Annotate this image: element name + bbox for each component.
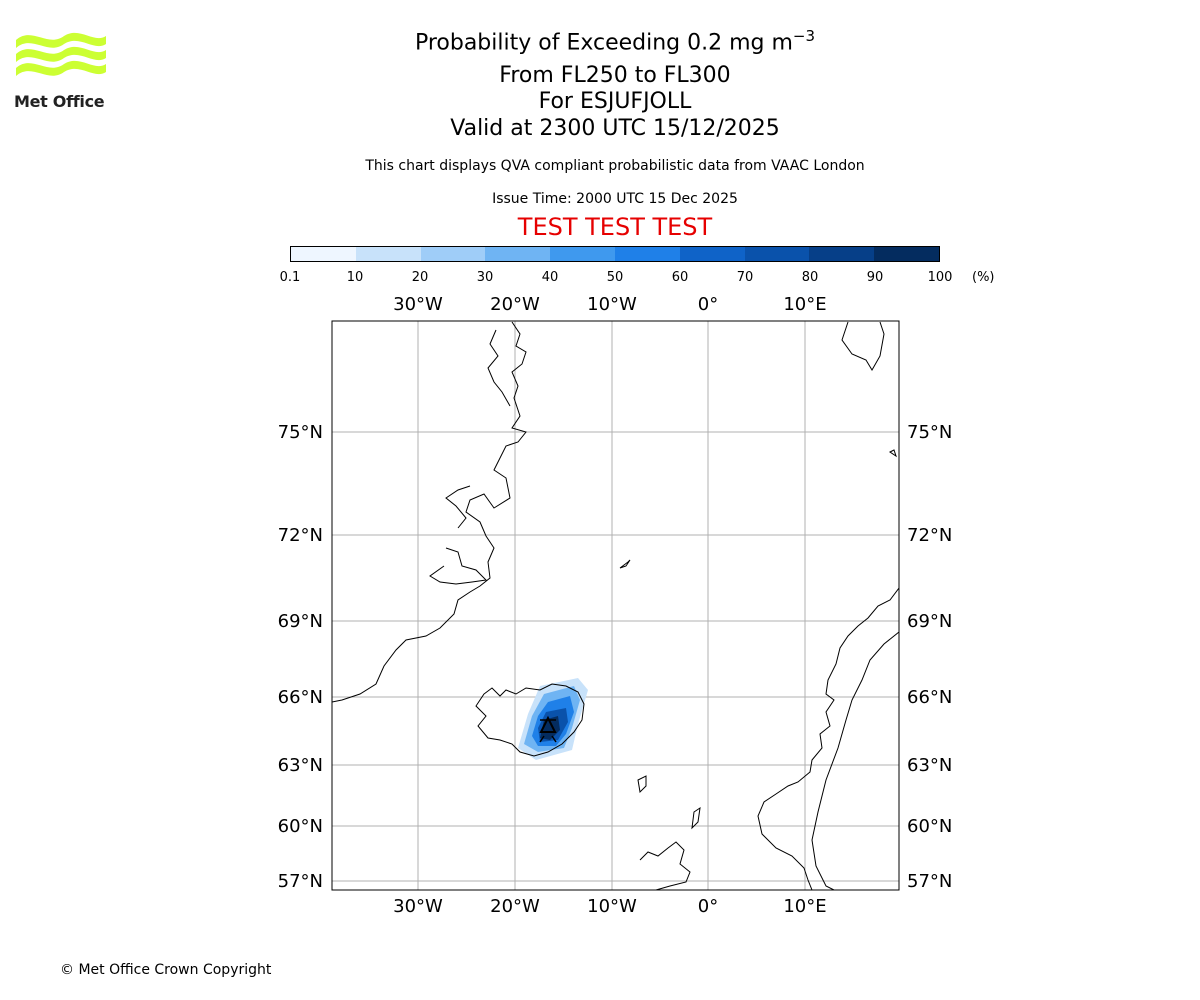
latitude-label: 69°N bbox=[907, 611, 952, 632]
latitude-label: 57°N bbox=[278, 871, 323, 892]
colorbar-tick-label: 20 bbox=[411, 270, 429, 285]
colorbar-segment bbox=[420, 247, 486, 261]
probability-plume bbox=[518, 678, 588, 760]
latitude-label: 60°N bbox=[278, 816, 323, 837]
latitude-label: 72°N bbox=[907, 525, 952, 546]
iceland-coast bbox=[475, 683, 585, 757]
greenland-fjord-1 bbox=[487, 329, 511, 407]
latitude-label: 75°N bbox=[278, 422, 323, 443]
latitude-label: 72°N bbox=[278, 525, 323, 546]
logo-text: Met Office bbox=[14, 92, 105, 111]
scandinavia-coast bbox=[757, 587, 899, 890]
valid-time: Valid at 2300 UTC 15/12/2025 bbox=[450, 116, 780, 141]
latitude-label: 66°N bbox=[278, 687, 323, 708]
colorbar bbox=[290, 246, 940, 262]
map-gridlines bbox=[332, 321, 899, 890]
met-office-waves-icon bbox=[16, 32, 106, 76]
colorbar-segment bbox=[744, 247, 810, 261]
longitude-label: 0° bbox=[698, 294, 718, 315]
colorbar-unit: (%) bbox=[972, 270, 995, 285]
colorbar-tick-label: 40 bbox=[541, 270, 559, 285]
chart-title-text: Probability of Exceeding 0.2 mg m bbox=[414, 30, 793, 56]
colorbar-segment bbox=[550, 247, 615, 261]
colorbar-segment bbox=[614, 247, 680, 261]
colorbar-segment bbox=[291, 247, 356, 261]
latitude-label: 60°N bbox=[907, 816, 952, 837]
greenland-coast bbox=[332, 321, 527, 703]
longitude-label: 30°W bbox=[393, 896, 443, 917]
chart-title: Probability of Exceeding 0.2 mg m−3 bbox=[0, 27, 1200, 55]
colorbar-tick-label: 50 bbox=[606, 270, 624, 285]
chart-description: This chart displays QVA compliant probab… bbox=[365, 158, 865, 174]
longitude-labels-top: 30°W 20°W 10°W 0° 10°E bbox=[393, 294, 826, 315]
latitude-label: 66°N bbox=[907, 687, 952, 708]
issue-time: Issue Time: 2000 UTC 15 Dec 2025 bbox=[492, 191, 738, 207]
flight-level-range: From FL250 to FL300 bbox=[499, 63, 731, 88]
colorbar-tick-label: 70 bbox=[736, 270, 754, 285]
svalbard bbox=[841, 321, 885, 371]
map-frame bbox=[331, 320, 900, 891]
longitude-label: 10°W bbox=[587, 896, 637, 917]
longitude-labels-bottom: 30°W 20°W 10°W 0° 10°E bbox=[393, 896, 826, 917]
latitude-label: 69°N bbox=[278, 611, 323, 632]
longitude-label: 20°W bbox=[490, 294, 540, 315]
longitude-label: 10°E bbox=[783, 896, 826, 917]
coastlines bbox=[332, 321, 899, 890]
latitude-label: 63°N bbox=[907, 755, 952, 776]
faroe-islands bbox=[637, 775, 647, 794]
volcano-marker-crater bbox=[539, 719, 557, 743]
colorbar-segment bbox=[679, 247, 745, 261]
colorbar-tick-label: 10 bbox=[346, 270, 364, 285]
colorbar-tick-label: 60 bbox=[671, 270, 689, 285]
latitude-label: 75°N bbox=[907, 422, 952, 443]
test-banner: TEST TEST TEST bbox=[517, 213, 713, 241]
met-office-logo: Met Office bbox=[14, 30, 108, 112]
scotland-coast bbox=[639, 841, 691, 890]
copyright-notice: © Met Office Crown Copyright bbox=[60, 962, 272, 978]
jan-mayen bbox=[619, 559, 631, 569]
shetland-islands bbox=[691, 806, 701, 830]
colorbar-segment bbox=[355, 247, 421, 261]
longitude-label: 10°W bbox=[587, 294, 637, 315]
volcano-name: For ESJUFJOLL bbox=[538, 89, 692, 114]
colorbar-tick-label: 100 bbox=[927, 270, 953, 285]
latitude-label: 57°N bbox=[907, 871, 952, 892]
sweden-coast bbox=[811, 631, 899, 890]
latitude-labels-right: 75°N 72°N 69°N 66°N 63°N 60°N 57°N bbox=[907, 422, 952, 892]
latitude-label: 63°N bbox=[278, 755, 323, 776]
colorbar-tick-label: 80 bbox=[801, 270, 819, 285]
longitude-label: 10°E bbox=[783, 294, 826, 315]
chart-title-exponent: −3 bbox=[792, 27, 816, 45]
colorbar-tick-label: 0.1 bbox=[279, 270, 301, 285]
latitude-labels-left: 75°N 72°N 69°N 66°N 63°N 60°N 57°N bbox=[278, 422, 323, 892]
bear-island bbox=[889, 449, 897, 458]
longitude-label: 30°W bbox=[393, 294, 443, 315]
colorbar-tick-label: 90 bbox=[866, 270, 884, 285]
longitude-label: 20°W bbox=[490, 896, 540, 917]
greenland-fjord-2 bbox=[445, 485, 471, 529]
longitude-label: 0° bbox=[698, 896, 718, 917]
colorbar-segment bbox=[485, 247, 551, 261]
greenland-fjord-3 bbox=[429, 547, 488, 585]
colorbar-segment bbox=[874, 247, 939, 261]
colorbar-tick-label: 30 bbox=[476, 270, 494, 285]
volcano-marker-icon bbox=[539, 715, 557, 733]
colorbar-segment bbox=[809, 247, 875, 261]
